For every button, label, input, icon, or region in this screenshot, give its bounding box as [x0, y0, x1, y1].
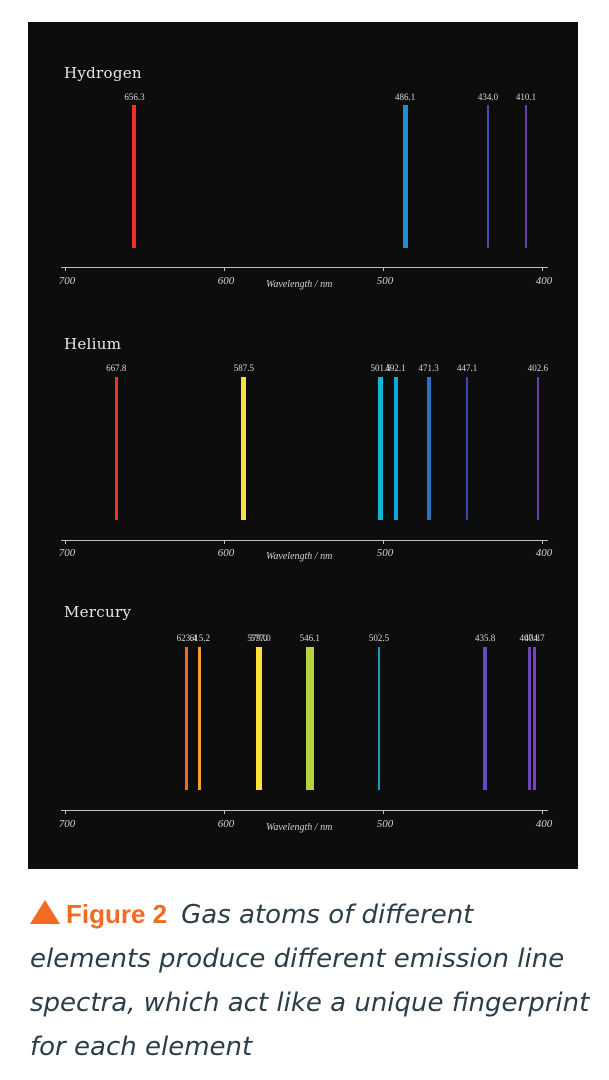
emission-line: [259, 647, 263, 790]
emission-line-label: 623.4: [176, 633, 197, 643]
emission-line-label: 577.0: [250, 633, 271, 643]
emission-line: [185, 647, 189, 790]
x-axis-title: Wavelength / nm: [266, 822, 333, 833]
emission-line-label: 402.6: [527, 363, 548, 373]
x-axis-tick: [224, 810, 225, 814]
element-title: Hydrogen: [64, 64, 142, 82]
x-axis-tick: [65, 267, 66, 271]
x-axis-tick-label: 600: [217, 547, 235, 559]
x-axis-tick-label: 600: [217, 275, 235, 287]
x-axis-tick: [542, 540, 543, 544]
x-axis-tick-label: 500: [376, 818, 394, 830]
caption-text: Gas atoms of different elements produce …: [30, 900, 590, 1062]
emission-line: [536, 377, 539, 520]
emission-line-label: 447.1: [456, 363, 478, 373]
emission-line: [305, 647, 314, 790]
emission-line-label: 615.2: [189, 633, 210, 643]
figure-number: Figure 2: [66, 899, 168, 929]
x-axis-tick-label: 700: [58, 818, 76, 830]
emission-line-label: 502.5: [368, 633, 390, 643]
x-axis-tick: [542, 810, 543, 814]
x-axis: [61, 810, 548, 811]
emission-line-label: 486.1: [394, 92, 416, 102]
emission-line: [426, 377, 431, 520]
x-axis-tick-label: 400: [535, 818, 553, 830]
spectra-panel: [28, 22, 578, 869]
x-axis-tick: [542, 267, 543, 271]
x-axis-tick-label: 400: [535, 275, 553, 287]
emission-line-label: 471.3: [418, 363, 439, 373]
emission-line: [486, 105, 489, 248]
emission-line: [524, 105, 527, 248]
emission-line-label: 587.5: [233, 363, 254, 373]
emission-line: [393, 377, 398, 520]
x-axis-tick: [65, 810, 66, 814]
x-axis-tick-label: 400: [535, 547, 553, 559]
emission-line-label: 492.1: [385, 363, 406, 373]
figure-caption: Figure 2 Gas atoms of different elements …: [30, 892, 590, 1069]
x-axis-tick-label: 500: [376, 275, 394, 287]
x-axis-tick-label: 700: [58, 275, 76, 287]
emission-line-label: 410.1: [515, 92, 537, 102]
x-axis-tick: [224, 267, 225, 271]
element-title: Mercury: [64, 603, 132, 621]
x-axis-tick-label: 600: [217, 818, 235, 830]
emission-line: [466, 377, 469, 520]
emission-line: [114, 377, 118, 520]
emission-line-label: 434.0: [477, 92, 499, 102]
emission-line-label: 667.8: [106, 363, 127, 373]
emission-line-label: 404.7: [524, 633, 545, 643]
x-axis-tick: [65, 540, 66, 544]
x-axis-tick: [224, 540, 225, 544]
emission-line-label: 501.5: [370, 363, 391, 373]
emission-line-label: 407.8: [519, 633, 540, 643]
emission-line-label: 546.1: [299, 633, 320, 643]
emission-line: [241, 377, 247, 520]
x-axis: [61, 267, 548, 268]
emission-line-label: 579.0: [247, 633, 268, 643]
x-axis-title: Wavelength / nm: [266, 279, 333, 290]
emission-line: [378, 377, 384, 520]
emission-line-label: 435.8: [474, 633, 496, 643]
emission-line: [132, 105, 137, 248]
x-axis-tick-label: 500: [376, 547, 394, 559]
element-title: Helium: [64, 335, 122, 353]
triangle-icon: [30, 900, 60, 924]
emission-line: [378, 647, 381, 790]
emission-line: [483, 647, 488, 790]
x-axis-title: Wavelength / nm: [266, 551, 333, 562]
x-axis-tick: [383, 267, 384, 271]
x-axis-tick-label: 700: [58, 547, 76, 559]
emission-line: [533, 647, 537, 790]
x-axis: [61, 540, 548, 541]
x-axis-tick: [383, 810, 384, 814]
x-axis-tick: [383, 540, 384, 544]
emission-line: [528, 647, 532, 790]
emission-line: [255, 647, 259, 790]
emission-line-label: 656.3: [124, 92, 145, 102]
emission-line: [198, 647, 202, 790]
emission-line: [402, 105, 408, 248]
